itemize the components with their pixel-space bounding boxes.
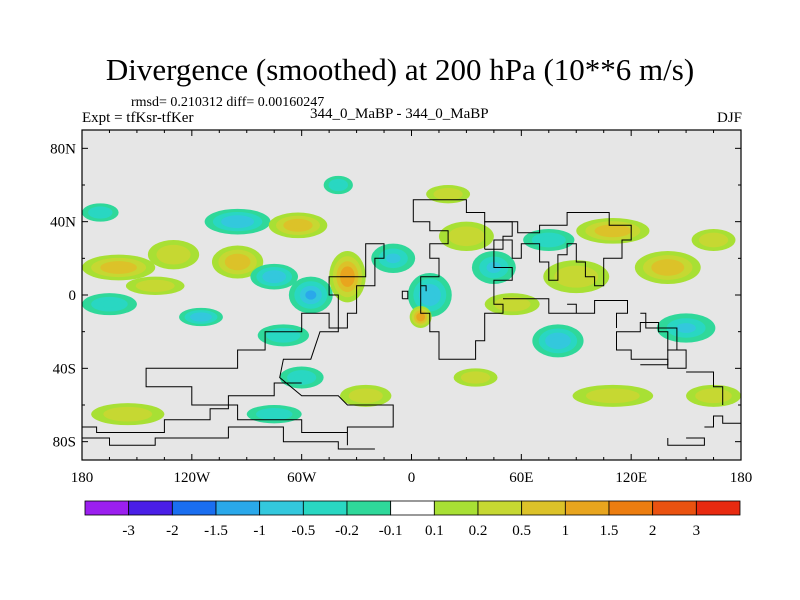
divergence-contour — [333, 181, 344, 189]
divergence-contour — [265, 411, 284, 418]
x-tick-label: 60E — [509, 470, 533, 486]
colorbar-swatch — [477, 500, 523, 516]
colorbar-label: -0.2 — [335, 523, 359, 539]
coastline — [704, 415, 741, 428]
coastline — [82, 426, 375, 450]
colorbar-swatch — [215, 500, 261, 516]
divergence-contour — [418, 314, 423, 320]
divergence-contour — [145, 282, 165, 289]
divergence-contour — [231, 257, 245, 267]
colorbar: -3 -2 -1.5 -1 -0.5 -0.2 -0.1 0.1 0.2 0.5 1 1.5 2 3 — [84, 500, 741, 539]
x-tick-label: 120E — [615, 470, 647, 486]
divergence-contour — [357, 392, 375, 400]
divergence-contour — [468, 374, 483, 381]
colorbar-swatch — [433, 500, 479, 516]
divergence-contour — [424, 289, 436, 301]
divergence-contour — [195, 314, 207, 320]
x-tick-label: 60W — [287, 470, 317, 486]
divergence-contour — [540, 236, 558, 244]
divergence-contour — [294, 373, 309, 382]
stats-label: rmsd= 0.210312 diff= 0.00160247 — [131, 95, 325, 110]
divergence-contour — [551, 336, 565, 345]
colorbar-label: -3 — [122, 523, 135, 539]
x-tick-label: 180 — [730, 470, 753, 486]
divergence-contour — [599, 392, 627, 400]
coastline — [401, 290, 409, 300]
y-tick-label: 80N — [50, 141, 76, 157]
colorbar-swatch — [695, 500, 741, 516]
experiment-label: Expt = tfKsr-tfKer — [82, 110, 194, 126]
colorbar-label: -0.1 — [379, 523, 403, 539]
y-tick-label: 40N — [50, 215, 76, 231]
coastline-layer — [82, 199, 741, 450]
x-tick-label: 0 — [408, 470, 416, 486]
divergence-contour — [290, 222, 306, 229]
colorbar-label: 1 — [562, 523, 570, 539]
colorbar-swatch — [171, 500, 217, 516]
colorbar-label: 0.1 — [425, 523, 444, 539]
coastline — [686, 371, 724, 405]
coastline — [82, 382, 302, 433]
colorbar-swatch — [608, 500, 654, 516]
x-tick-label: 180 — [71, 470, 94, 486]
colorbar-swatch — [128, 500, 173, 516]
colorbar-label: 0.5 — [512, 523, 531, 539]
divergence-contour — [274, 331, 292, 340]
colorbar-label: -1 — [253, 523, 266, 539]
divergence-contour — [109, 264, 128, 271]
colorbar-label: -2 — [166, 523, 179, 539]
y-tick-label: 40S — [53, 361, 76, 377]
case-label: 344_0_MaBP - 344_0_MaBP — [310, 106, 489, 122]
coastline — [567, 303, 577, 314]
coastline — [412, 199, 513, 360]
divergence-contour — [94, 209, 107, 216]
colorbar-swatch — [84, 500, 130, 516]
coastline — [616, 322, 687, 369]
divergence-contour — [565, 271, 588, 283]
colorbar-swatch — [302, 500, 348, 516]
y-axis: 80N 40N 0 40S 80S — [50, 141, 741, 451]
divergence-contour — [503, 300, 522, 308]
divergence-contour — [659, 263, 677, 272]
colorbar-swatch — [521, 500, 566, 516]
coastline — [420, 285, 427, 292]
chart-title: Divergence (smoothed) at 200 hPa (10**6 … — [105, 52, 695, 87]
y-tick-label: 0 — [69, 288, 77, 304]
y-tick-label: 80S — [53, 435, 76, 451]
colorbar-label: 0.2 — [469, 523, 488, 539]
colorbar-swatch — [652, 500, 697, 516]
colorbar-label: -1.5 — [204, 523, 228, 539]
coastline — [640, 312, 678, 366]
divergence-contour — [676, 323, 696, 333]
colorbar-swatch — [390, 500, 435, 516]
colorbar-label: 3 — [693, 523, 701, 539]
divergence-contour — [164, 249, 183, 260]
season-label: DJF — [716, 110, 742, 126]
colorbar-swatch — [346, 500, 392, 516]
colorbar-label: -0.5 — [291, 523, 315, 539]
coastline — [503, 298, 628, 328]
coastline — [667, 437, 705, 446]
divergence-contour — [305, 290, 317, 300]
colorbar-swatch — [259, 500, 304, 516]
colorbar-label: 2 — [649, 523, 657, 539]
divergence-contour — [440, 191, 456, 198]
x-axis: 180 120W 60W 0 60E 120E 180 — [71, 130, 753, 486]
x-tick-label: 120W — [173, 470, 211, 486]
divergence-contour — [457, 231, 476, 242]
divergence-contour — [268, 273, 281, 280]
colorbar-label: 1.5 — [600, 523, 619, 539]
divergence-contour — [603, 227, 623, 235]
colorbar-swatch — [564, 500, 610, 516]
divergence-contour — [115, 410, 140, 418]
coastline — [484, 212, 632, 287]
divergence-contour — [704, 392, 723, 400]
divergence-contour — [706, 236, 721, 244]
divergence-contour — [385, 253, 401, 264]
coastline — [145, 243, 394, 446]
divergence-contour — [229, 218, 246, 225]
divergence-contour — [100, 300, 119, 308]
